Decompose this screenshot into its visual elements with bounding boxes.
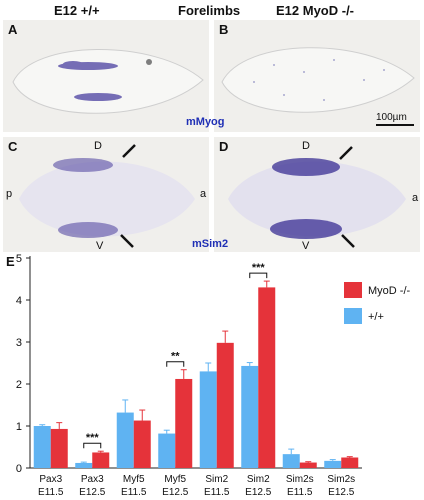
x-tick-label-stage: E12.5 bbox=[328, 487, 355, 498]
bar-wildtype bbox=[158, 433, 176, 468]
significance-bracket bbox=[249, 272, 268, 279]
panel-b-label: B bbox=[219, 22, 229, 37]
x-tick-label-gene: Myf5 bbox=[123, 474, 145, 485]
panel-c-image bbox=[3, 137, 209, 252]
bar-wildtype bbox=[33, 426, 51, 468]
bar-wildtype bbox=[282, 454, 300, 468]
bar-myod-knockout bbox=[175, 378, 193, 468]
significance-label: *** bbox=[252, 262, 266, 274]
significance-bracket bbox=[83, 442, 102, 449]
scale-bar bbox=[376, 124, 414, 126]
expression-bar-chart: 0 1 2 3 4 5 Pax3 E11.5 Pax3 E12.5 Myf5 E11.5 Myf5 E12… bbox=[16, 253, 411, 498]
bar-wildtype bbox=[241, 365, 259, 468]
panel-d-ventral: V bbox=[302, 240, 310, 252]
bar-myod-knockout bbox=[133, 420, 151, 468]
bar-myod-knockout bbox=[258, 287, 276, 468]
x-tick-label-stage: E11.5 bbox=[204, 487, 230, 498]
x-tick-label-stage: E12.5 bbox=[162, 487, 189, 498]
panel-d-anterior: a bbox=[412, 192, 419, 204]
x-tick-label-stage: E12.5 bbox=[79, 487, 106, 498]
panel-d-label: D bbox=[219, 139, 229, 154]
panel-c-anterior: a bbox=[200, 188, 207, 200]
x-tick-label-stage: E11.5 bbox=[121, 487, 147, 498]
x-tick-label-gene: Sim2 bbox=[205, 474, 228, 485]
panel-b-limb-section bbox=[221, 47, 415, 113]
x-tick-label-gene: Pax3 bbox=[81, 474, 104, 485]
x-tick-label-gene: Pax3 bbox=[39, 474, 62, 485]
marker-msim2: mSim2 bbox=[192, 238, 229, 250]
marker-mmyog: mMyog bbox=[186, 116, 225, 128]
bar-myod-knockout bbox=[299, 462, 317, 468]
panel-c-label: C bbox=[8, 139, 18, 154]
panel-c-ventral: V bbox=[96, 240, 104, 252]
panel-d-image bbox=[214, 137, 420, 252]
panel-b-image bbox=[214, 20, 420, 132]
bar-myod-knockout bbox=[216, 342, 234, 468]
x-tick-label-stage: E12.5 bbox=[245, 487, 272, 498]
header-wildtype: E12 +/+ bbox=[54, 3, 100, 18]
bar-wildtype bbox=[116, 412, 134, 468]
bar-wildtype bbox=[75, 462, 93, 468]
bar-myod-knockout bbox=[341, 457, 359, 468]
panel-d-dorsal: D bbox=[302, 140, 310, 152]
y-tick-label: 5 bbox=[16, 253, 22, 265]
x-tick-label-gene: Myf5 bbox=[164, 474, 186, 485]
significance-bracket bbox=[166, 361, 185, 367]
x-tick-label-gene: Sim2 bbox=[247, 474, 270, 485]
x-tick-label-gene: Sim2s bbox=[327, 474, 355, 485]
header-myod-knockout: E12 MyoD -/- bbox=[276, 3, 355, 18]
scale-bar-label: 100µm bbox=[376, 112, 407, 123]
significance-label: *** bbox=[86, 432, 100, 444]
panel-e-label: E bbox=[6, 254, 15, 269]
legend-label: +/+ bbox=[368, 311, 384, 323]
legend-swatch bbox=[344, 282, 362, 298]
panel-a-image bbox=[3, 20, 209, 132]
bar-wildtype bbox=[324, 460, 342, 468]
bar-myod-knockout bbox=[92, 452, 110, 468]
panel-a-label: A bbox=[8, 22, 18, 37]
y-tick-label: 1 bbox=[16, 421, 22, 433]
x-tick-label-stage: E11.5 bbox=[287, 487, 313, 498]
y-tick-label: 2 bbox=[16, 379, 22, 391]
panel-c-proximal: p bbox=[6, 188, 13, 200]
bar-wildtype bbox=[199, 371, 217, 468]
bar-myod-knockout bbox=[50, 428, 68, 468]
panel-c-dorsal: D bbox=[94, 140, 102, 152]
header-forelimbs: Forelimbs bbox=[178, 3, 241, 18]
panel-c-limb-section bbox=[19, 144, 195, 248]
y-tick-label: 3 bbox=[16, 337, 22, 349]
x-tick-label-stage: E11.5 bbox=[38, 487, 64, 498]
panel-a-limb-section bbox=[12, 49, 204, 114]
legend-swatch bbox=[344, 308, 362, 324]
significance-label: ** bbox=[171, 351, 180, 363]
panel-d-limb-section bbox=[228, 146, 406, 248]
y-tick-label: 4 bbox=[16, 295, 22, 307]
x-tick-label-gene: Sim2s bbox=[286, 474, 314, 485]
y-tick-label: 0 bbox=[16, 463, 22, 475]
legend-label: MyoD -/- bbox=[368, 285, 411, 297]
